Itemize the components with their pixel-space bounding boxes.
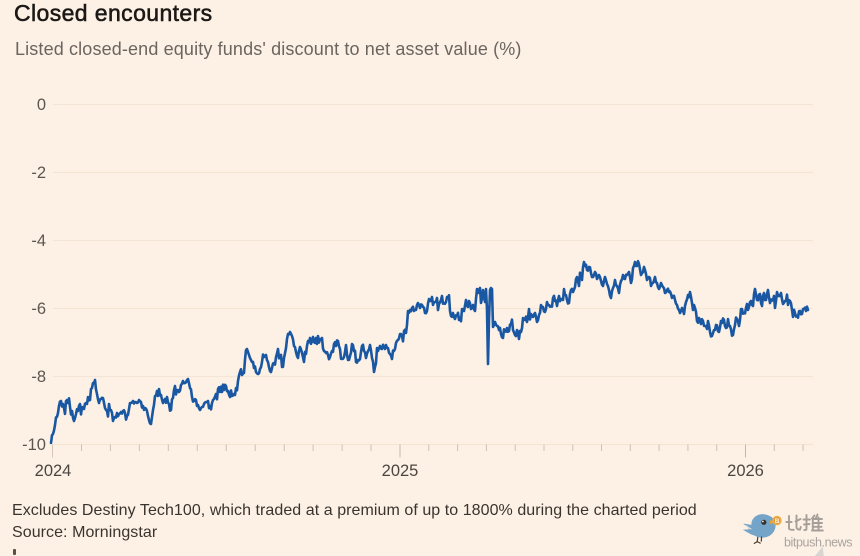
svg-text:bitpush.news: bitpush.news: [784, 536, 852, 550]
svg-text:B: B: [775, 518, 780, 525]
